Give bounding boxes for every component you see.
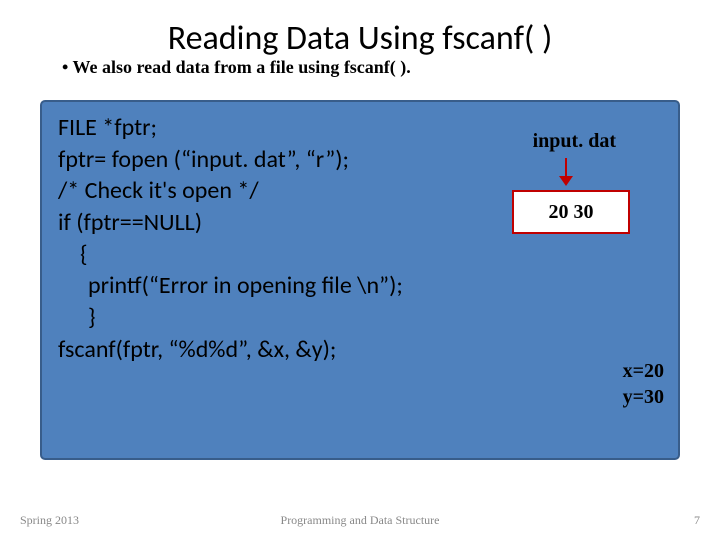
code-line-5: { (58, 239, 662, 271)
code-box: FILE *fptr; fptr= fopen (“input. dat”, “… (40, 100, 680, 460)
result-x: x=20 (623, 358, 664, 384)
result-y: y=30 (623, 384, 664, 410)
slide-subtitle: • We also read data from a file using fs… (62, 57, 680, 78)
code-line-6: printf(“Error in opening file \n”); (58, 270, 662, 302)
code-line-8: fscanf(fptr, “%d%d”, &x, &y); (58, 334, 662, 366)
file-content-box: 20 30 (512, 190, 630, 234)
code-line-7: } (58, 302, 662, 334)
footer-right: 7 (694, 513, 700, 528)
result-values: x=20 y=30 (623, 358, 664, 410)
footer-left: Spring 2013 (20, 513, 79, 528)
file-label: input. dat (533, 130, 616, 153)
slide-title: Reading Data Using fscanf( ) (40, 18, 680, 59)
footer-center: Programming and Data Structure (281, 513, 440, 528)
arrow-down-icon (559, 158, 573, 186)
